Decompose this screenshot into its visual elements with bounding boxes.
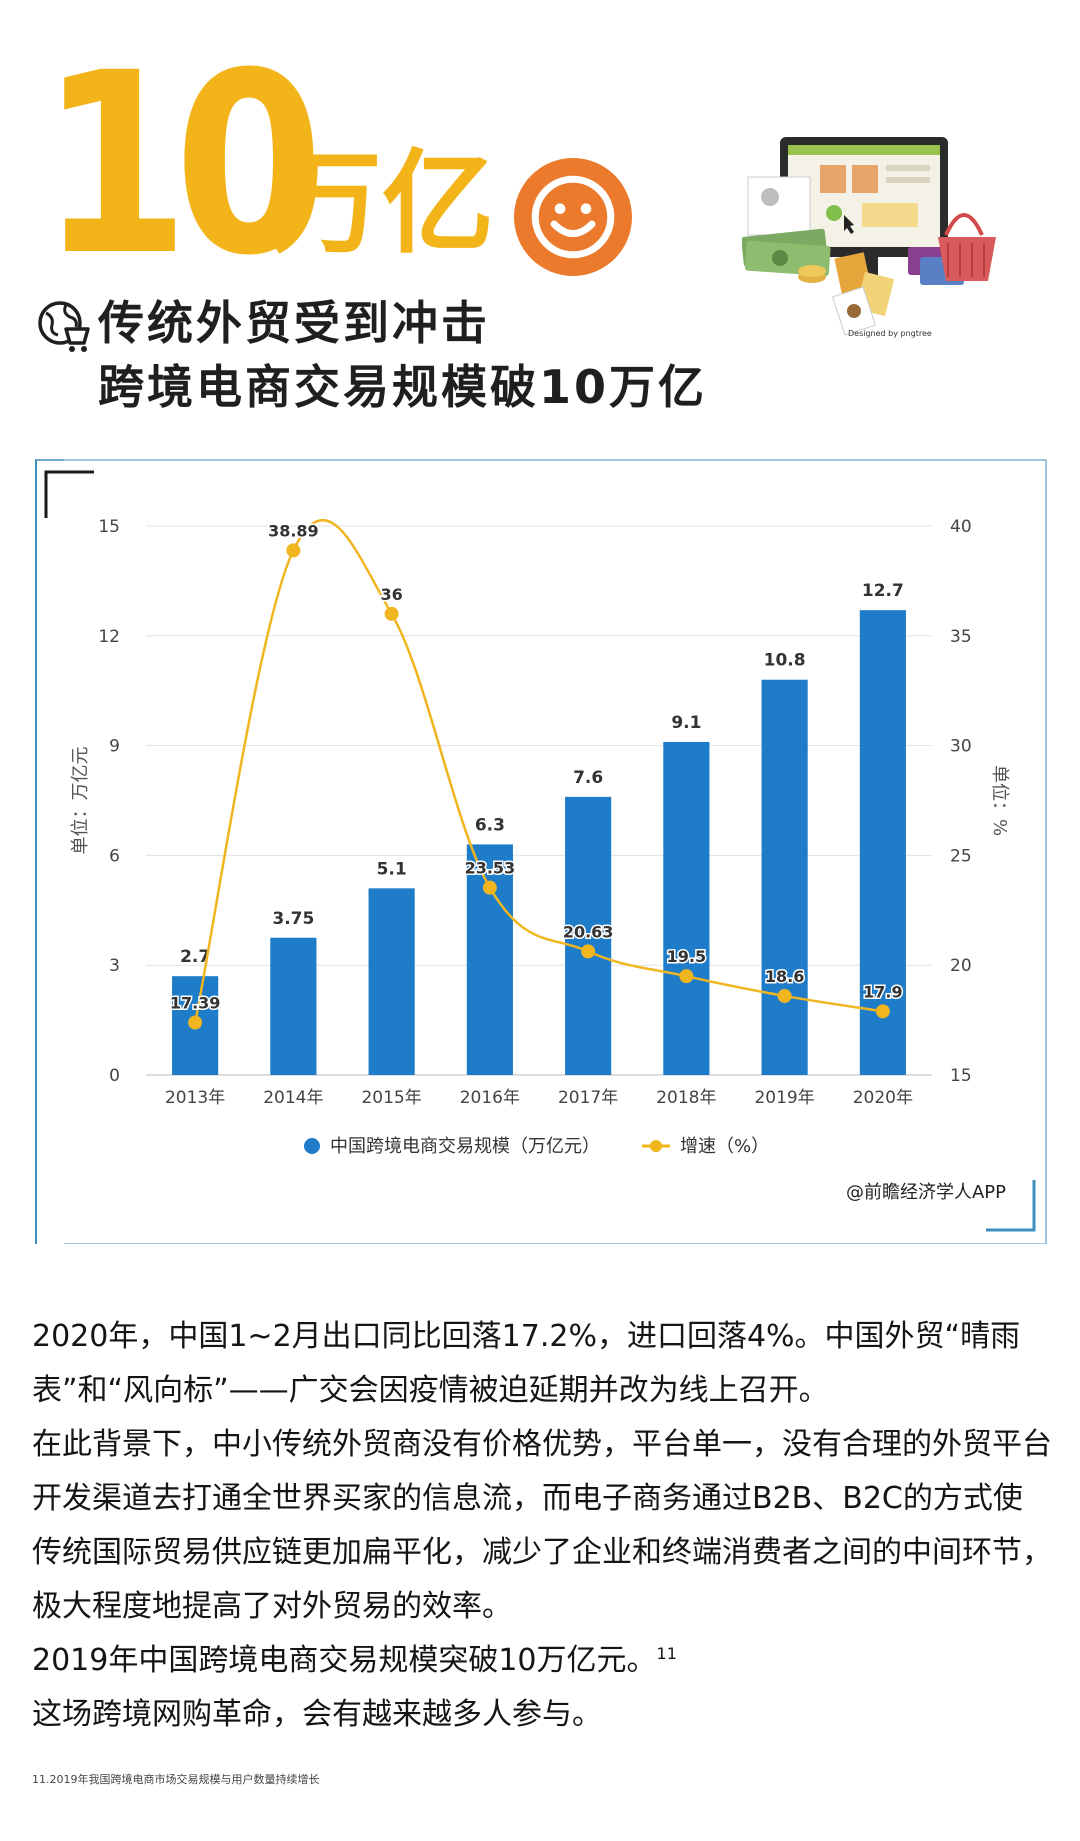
y-right-tick-label: 40 [950, 517, 972, 537]
bar [565, 796, 612, 1075]
y-right-tick-label: 30 [950, 737, 972, 757]
chart-panel: 0 3 6 9 12 15 15 20 25 30 35 40 单位：万亿元 单位：% 2.7 3.75 5.1… [34, 458, 1048, 1244]
y-left-tick-label: 6 [109, 846, 120, 866]
y-left-axis-title: 单位：万亿元 [70, 747, 91, 855]
illustration-credit: Designed by pngtree [848, 329, 932, 338]
x-tick-label: 2014年 [263, 1088, 323, 1108]
growth-value-label: 18.6 [765, 967, 804, 986]
bar-value-label: 3.75 [272, 909, 314, 929]
chart-corner-top-left [44, 470, 94, 518]
y-right-tick-label: 15 [950, 1066, 972, 1086]
footnote-reference[interactable]: 11 [656, 1644, 677, 1663]
bar-value-label: 2.7 [180, 947, 210, 967]
y-right-tick-label: 20 [950, 956, 972, 976]
smiley-icon [514, 158, 632, 276]
bar [270, 937, 317, 1075]
y-left-tick-label: 3 [109, 956, 120, 976]
hero-unit: 万亿 [270, 139, 494, 269]
growth-value-label: 19.5 [667, 947, 706, 966]
x-tick-label: 2019年 [754, 1088, 814, 1108]
bar-value-label: 9.1 [671, 713, 701, 733]
body-paragraph: 在此背景下，中小传统外贸商没有价格优势，平台单一，没有合理的外贸平台开发渠道去打… [32, 1427, 1052, 1624]
bar [859, 610, 906, 1075]
legend-line-label: 增速（%） [680, 1136, 769, 1157]
legend-bar-label: 中国跨境电商交易规模（万亿元） [330, 1136, 600, 1157]
footnote: 11.2019年我国跨境电商市场交易规模与用户数量持续增长 [32, 1773, 320, 1786]
bar [761, 679, 808, 1075]
x-tick-label: 2015年 [361, 1088, 421, 1108]
bar-value-label: 12.7 [862, 581, 904, 601]
growth-point [384, 606, 399, 621]
growth-point [777, 988, 792, 1003]
body-paragraph: 2019年中国跨境电商交易规模突破10万亿元。11 [32, 1634, 1052, 1688]
bar [368, 888, 415, 1075]
x-tick-label: 2018年 [656, 1088, 716, 1108]
body-paragraph: 2020年，中国1~2月出口同比回落17.2%，进口回落4%。中国外贸“晴雨表”… [32, 1319, 1021, 1408]
subtitle-line-1: 传统外贸受到冲击 [98, 296, 490, 350]
y-right-tick-label: 35 [950, 627, 972, 647]
x-tick-label: 2013年 [165, 1088, 225, 1108]
chart-frame-left [35, 459, 64, 1244]
growth-value-label: 17.39 [170, 994, 221, 1013]
growth-point [581, 944, 596, 959]
y-right-axis-title: 单位：% [989, 765, 1010, 836]
chart-source-credit: @前瞻经济学人APP [845, 1182, 1006, 1203]
legend-line-dot [650, 1140, 662, 1152]
chart-corner-bottom-right [986, 1180, 1036, 1232]
chart-frame-border [36, 459, 1047, 1244]
growth-value-label: 38.89 [268, 521, 319, 540]
y-left-tick-label: 0 [109, 1066, 120, 1086]
growth-value-label: 17.9 [863, 982, 902, 1001]
growth-point [679, 969, 694, 984]
bar-value-label: 5.1 [377, 859, 407, 879]
bar-value-label: 6.3 [475, 815, 505, 835]
ecommerce-illustration [742, 137, 996, 336]
y-left-tick-label: 15 [98, 517, 120, 537]
growth-point [286, 543, 301, 558]
body-paragraph: 这场跨境网购革命，会有越来越多人参与。 [32, 1697, 602, 1732]
subtitle-line-2: 跨境电商交易规模破10万亿 [98, 360, 708, 414]
growth-value-label: 23.53 [465, 859, 516, 878]
y-right-tick-label: 25 [950, 846, 972, 866]
growth-value-label: 36 [380, 585, 402, 604]
x-tick-label: 2017年 [558, 1088, 618, 1108]
legend-bar-marker [304, 1138, 320, 1154]
shopping-cart-icon [938, 213, 996, 281]
globe-cart-icon [38, 301, 90, 352]
bar [466, 844, 513, 1075]
bar-value-label: 10.8 [764, 651, 806, 671]
bar [663, 741, 710, 1075]
growth-point [875, 1004, 890, 1019]
x-tick-label: 2016年 [460, 1088, 520, 1108]
growth-value-label: 20.63 [563, 922, 614, 941]
bar-value-label: 7.6 [573, 768, 603, 788]
y-left-tick-label: 12 [98, 627, 120, 647]
body-sentence: 2019年中国跨境电商交易规模突破10万亿元。 [32, 1643, 657, 1678]
x-tick-label: 2020年 [853, 1088, 913, 1108]
y-left-tick-label: 9 [109, 737, 120, 757]
growth-point [482, 880, 497, 895]
body-text: 2020年，中国1~2月出口同比回落17.2%，进口回落4%。中国外贸“晴雨表”… [32, 1310, 1052, 1742]
hero-number: 10 [40, 19, 324, 310]
growth-line [193, 519, 884, 1023]
growth-point [188, 1015, 203, 1030]
